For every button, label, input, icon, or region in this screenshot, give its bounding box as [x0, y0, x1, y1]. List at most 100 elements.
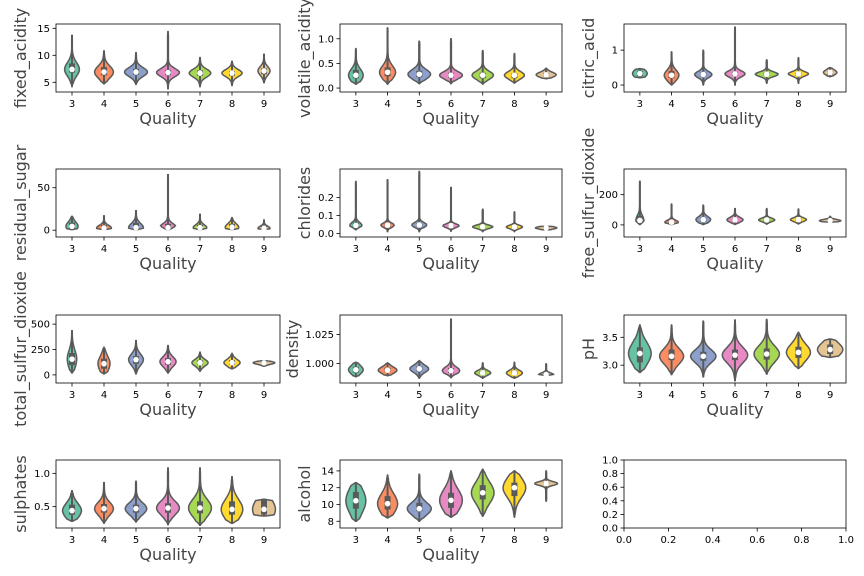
- x-tick-label: 7: [197, 99, 203, 110]
- x-tick-label: 7: [197, 535, 203, 546]
- x-axis-label: Quality: [139, 400, 196, 419]
- median-dot-4: [384, 222, 391, 228]
- x-tick-label: 9: [827, 99, 833, 110]
- y-tick-label: 0: [44, 370, 50, 381]
- y-axis-label: volatile_acidity: [295, 0, 315, 118]
- median-dot-9: [261, 360, 267, 366]
- median-dot-3: [353, 366, 359, 373]
- x-axis-label: Quality: [422, 254, 479, 273]
- x-tick-label: 5: [133, 244, 139, 255]
- y-tick-label: 14: [321, 466, 334, 477]
- x-axis-label: Quality: [139, 545, 196, 564]
- y-tick-label: 0.2: [602, 510, 618, 521]
- x-tick-label: 3: [353, 244, 359, 255]
- x-tick-label: 6: [732, 99, 738, 110]
- x-tick-label: 8: [511, 99, 517, 110]
- axes-frame: [623, 459, 847, 529]
- median-dot-8: [511, 484, 518, 491]
- y-tick-label: 50: [37, 183, 50, 194]
- median-dot-3: [69, 66, 75, 73]
- median-dot-9: [543, 225, 549, 231]
- x-tick-label: 9: [543, 244, 549, 255]
- x-tick-label: 0.8: [794, 535, 810, 546]
- median-dot-7: [197, 359, 203, 366]
- y-tick-label: 5: [44, 78, 50, 89]
- y-axis-label: total_sulfur_dioxide: [11, 271, 31, 427]
- y-tick-label: 0.0: [318, 229, 334, 240]
- x-tick-label: 7: [480, 244, 486, 255]
- median-dot-7: [197, 224, 203, 231]
- x-tick-label: 0.4: [705, 535, 721, 546]
- median-dot-3: [637, 217, 643, 224]
- x-tick-label: 8: [511, 244, 517, 255]
- y-tick-label: 3.0: [602, 361, 618, 372]
- median-dot-5: [700, 353, 707, 360]
- median-dot-6: [165, 358, 171, 365]
- y-tick-label: 1.0: [318, 34, 334, 45]
- y-tick-label: 0: [44, 226, 50, 237]
- x-tick-label: 6: [448, 99, 454, 110]
- y-tick-label: 0.4: [602, 496, 618, 507]
- x-tick-label: 3: [69, 390, 75, 401]
- y-axis-label: sulphates: [11, 455, 30, 532]
- x-axis-label: Quality: [422, 109, 479, 128]
- x-tick-label: 6: [165, 244, 171, 255]
- x-tick-label: 6: [448, 390, 454, 401]
- y-tick-label: 1.025: [305, 330, 334, 341]
- x-tick-label: 7: [480, 390, 486, 401]
- x-tick-label: 4: [101, 535, 107, 546]
- median-dot-8: [795, 216, 802, 223]
- y-tick-label: 0.8: [602, 469, 618, 480]
- x-tick-label: 6: [165, 390, 171, 401]
- median-dot-6: [732, 71, 738, 77]
- x-tick-label: 7: [197, 244, 203, 255]
- x-tick-label: 9: [261, 535, 267, 546]
- median-dot-4: [101, 505, 107, 512]
- x-tick-label: 3: [353, 390, 359, 401]
- median-dot-6: [165, 69, 171, 76]
- median-dot-5: [133, 505, 139, 512]
- median-dot-8: [511, 72, 518, 79]
- axes-frame: [623, 168, 847, 238]
- median-dot-9: [543, 71, 549, 78]
- x-tick-label: 3: [69, 99, 75, 110]
- x-tick-label: 9: [261, 244, 267, 255]
- x-tick-label: 5: [416, 99, 422, 110]
- violin-panel-density: 3 4 5 6 7 8 9 1.000 1.025 Quality density: [283, 314, 563, 419]
- median-dot-3: [69, 223, 75, 230]
- median-dot-4: [668, 72, 675, 79]
- median-dot-5: [133, 69, 139, 75]
- median-dot-5: [133, 356, 139, 363]
- median-dot-7: [479, 489, 486, 496]
- x-tick-label: 9: [543, 99, 549, 110]
- x-tick-label: 3: [637, 99, 643, 110]
- x-tick-label: 0.0: [616, 535, 632, 546]
- x-tick-label: 5: [700, 99, 706, 110]
- x-axis-label: Quality: [139, 254, 196, 273]
- violin-panel-pH: 3 4 5 6 7 8 9 3.0 3.5 Quality pH: [579, 314, 847, 419]
- x-axis-label: Quality: [706, 109, 763, 128]
- median-dot-3: [353, 72, 359, 79]
- x-tick-label: 1.0: [838, 535, 854, 546]
- y-axis-label: alcohol: [295, 465, 314, 522]
- x-tick-label: 8: [795, 390, 801, 401]
- x-tick-label: 6: [448, 244, 454, 255]
- x-tick-label: 4: [384, 535, 390, 546]
- y-tick-label: 10: [321, 500, 334, 511]
- median-dot-6: [448, 367, 454, 374]
- median-dot-6: [448, 497, 454, 504]
- y-tick-label: 0.0: [318, 84, 334, 95]
- y-tick-label: 0.2: [318, 193, 334, 204]
- x-tick-label: 4: [384, 390, 390, 401]
- y-tick-label: 200: [599, 190, 618, 201]
- violin-panel-fixed-acidity: 3 4 5 6 7 8 9 5 10 15 Quality fixed_acidity: [11, 8, 281, 128]
- median-dot-5: [416, 71, 423, 78]
- x-tick-label: 8: [795, 99, 801, 110]
- median-dot-8: [229, 359, 235, 366]
- x-tick-label: 5: [700, 244, 706, 255]
- median-dot-8: [795, 349, 802, 356]
- x-tick-label: 7: [480, 99, 486, 110]
- median-dot-3: [69, 507, 75, 514]
- x-tick-label: 4: [668, 244, 674, 255]
- median-dot-6: [165, 224, 171, 231]
